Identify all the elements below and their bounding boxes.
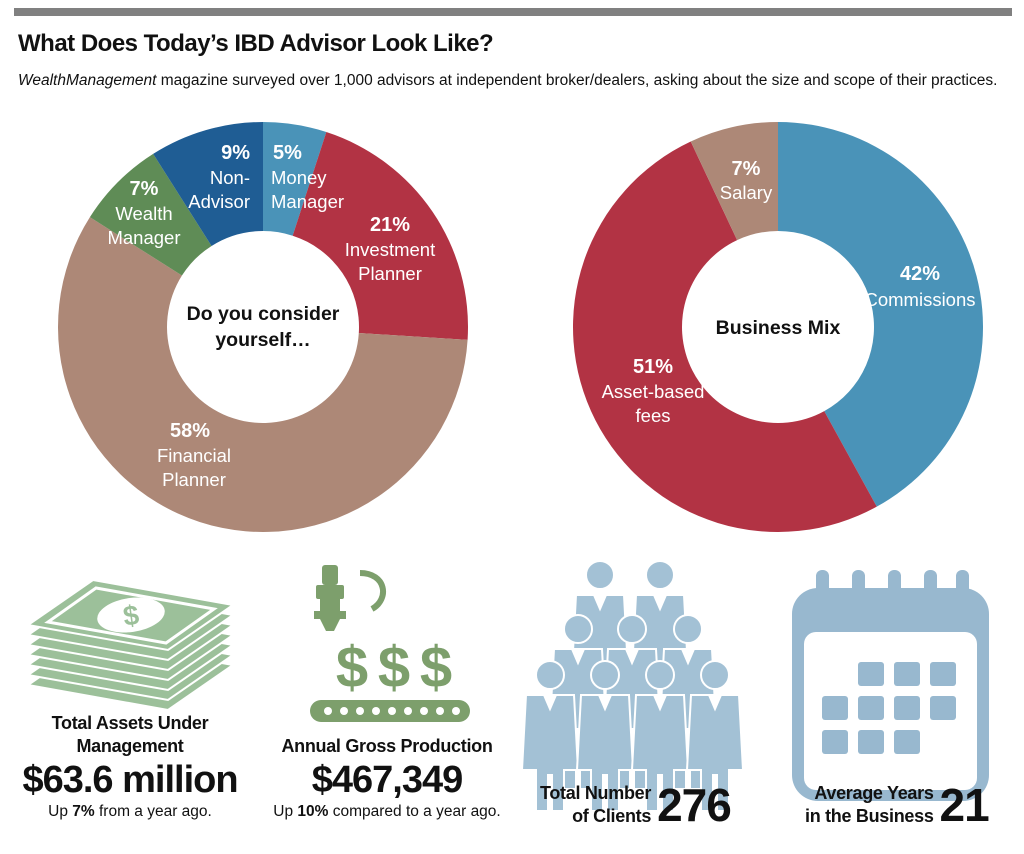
donut1-slice-money-manager xyxy=(263,122,327,236)
label-non-advisor-line1: Non- xyxy=(210,167,250,188)
donut1-center-line2: yourself… xyxy=(215,329,310,351)
label-financial-planner-line2: Planner xyxy=(162,469,226,490)
subtitle-magazine: WealthManagement xyxy=(18,72,157,89)
label-wealth-manager-line2: Manager xyxy=(107,227,180,248)
label-money-manager-line2: Manager xyxy=(271,191,344,212)
label-commissions-pct: 42% xyxy=(900,263,940,285)
donut2-slice-asset-based-fees xyxy=(573,141,877,532)
stat-assets-under-management: Total Assets Under Management $63.6 mill… xyxy=(0,712,260,822)
label-salary-pct: 7% xyxy=(732,158,761,180)
label-asset-based-fees-line1: Asset-based xyxy=(602,381,705,402)
stat-years-label-line1: Average Years xyxy=(814,783,934,803)
donut1-center-line1: Do you consider xyxy=(187,303,340,325)
label-non-advisor-line2: Advisor xyxy=(188,191,250,212)
donut2-center-label: Business Mix xyxy=(716,317,841,339)
page-title: What Does Today’s IBD Advisor Look Like? xyxy=(18,30,494,57)
stat-aum-value: $63.6 million xyxy=(22,759,238,801)
label-money-manager-pct: 5% xyxy=(273,142,302,164)
label-investment-planner-line2: Planner xyxy=(358,263,422,284)
svg-text:$: $ xyxy=(420,635,452,700)
label-investment-planner-pct: 21% xyxy=(370,214,410,236)
label-wealth-manager-pct: 7% xyxy=(130,178,159,200)
stat-years-label-line2: in the Business xyxy=(805,806,934,826)
money-stack-icon: $ xyxy=(25,578,236,712)
donut1-slice-non-advisor xyxy=(153,122,263,246)
stat-clients-label-line2: of Clients xyxy=(572,806,652,826)
stat-aum-label-line2: Management xyxy=(76,736,184,756)
label-asset-based-fees-line2: fees xyxy=(636,405,671,426)
label-commissions-line1: Commissions xyxy=(864,289,975,310)
people-group-icon xyxy=(521,560,744,810)
stat-years-value: 21 xyxy=(939,779,990,831)
calendar-icon xyxy=(792,570,989,801)
stat-gross-label: Annual Gross Production xyxy=(281,736,493,756)
label-financial-planner-line1: Financial xyxy=(157,445,231,466)
stat-gross-note: Up 10% compared to a year ago. xyxy=(273,803,501,820)
label-wealth-manager-line1: Wealth xyxy=(115,203,172,224)
donut1-slice-financial-planner xyxy=(58,217,468,532)
donut2-slice-salary xyxy=(690,122,778,241)
label-investment-planner-line1: Investment xyxy=(345,239,436,260)
svg-text:$: $ xyxy=(121,599,141,632)
label-salary-line1: Salary xyxy=(720,182,773,203)
label-non-advisor-pct: 9% xyxy=(221,142,250,164)
stat-clients-value: 276 xyxy=(657,779,732,831)
stat-aum-label-line1: Total Assets Under xyxy=(51,713,209,733)
page-subtitle: WealthManagement magazine surveyed over … xyxy=(18,72,997,90)
stat-annual-gross-production: Annual Gross Production $467,349 Up 10% … xyxy=(258,735,516,822)
subtitle-text: magazine surveyed over 1,000 advisors at… xyxy=(156,72,998,89)
stat-gross-value: $467,349 xyxy=(311,759,464,801)
svg-text:$: $ xyxy=(378,635,410,700)
business-mix-donut-chart: Business Mix 42% Commissions 51% Asset-b… xyxy=(573,122,983,532)
stat-aum-note: Up 7% from a year ago. xyxy=(48,803,212,820)
stat-total-clients: Total Number of Clients 276 xyxy=(540,779,732,831)
top-rule xyxy=(14,8,1012,16)
donut2-slice-commissions xyxy=(778,122,983,507)
advisor-role-donut-chart: Do you consider yourself… 5% Money Manag… xyxy=(58,122,468,532)
label-financial-planner-pct: 58% xyxy=(170,420,210,442)
donut1-slice-wealth-manager xyxy=(89,153,212,276)
production-machine-icon: $ $ $ xyxy=(310,565,470,722)
stat-clients-label-line1: Total Number xyxy=(540,783,652,803)
donut1-slice-investment-planner xyxy=(292,132,468,340)
label-asset-based-fees-pct: 51% xyxy=(633,356,673,378)
stat-average-years: Average Years in the Business 21 xyxy=(805,779,990,831)
svg-text:$: $ xyxy=(336,635,368,700)
label-money-manager-line1: Money xyxy=(271,167,327,188)
